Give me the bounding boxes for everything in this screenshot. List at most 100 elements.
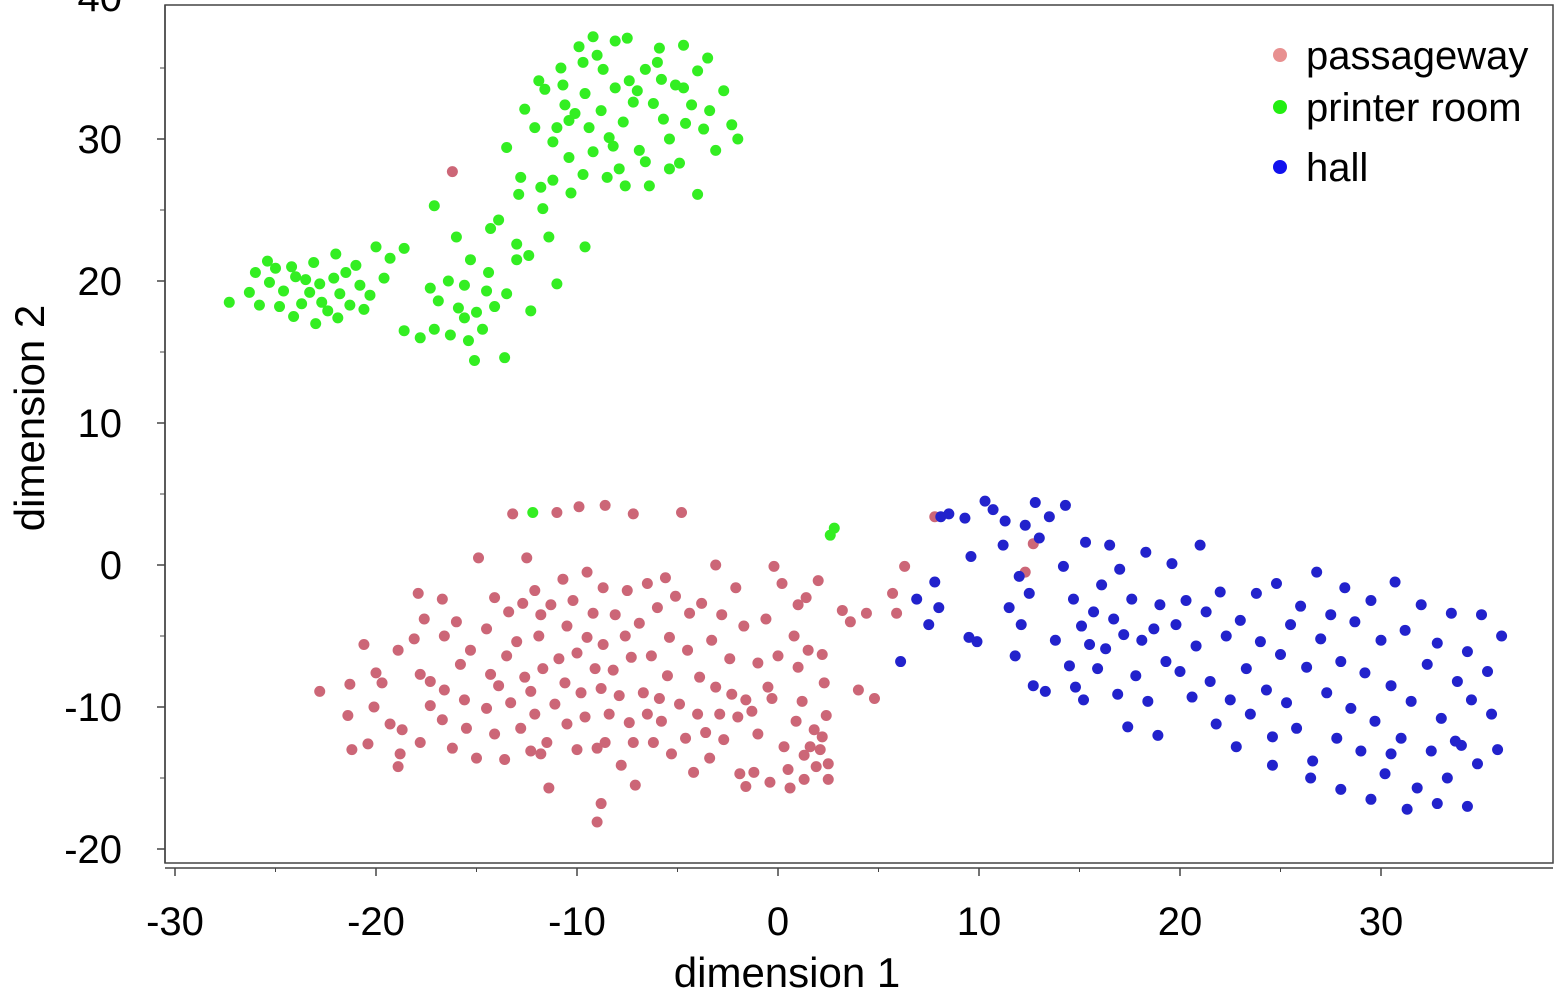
legend: passageway printer room hall (1273, 34, 1528, 190)
data-point (579, 711, 591, 723)
data-point (553, 653, 565, 665)
data-point (398, 242, 410, 254)
data-point (653, 42, 665, 54)
data-point (1461, 646, 1473, 658)
data-point (1118, 629, 1130, 641)
data-point (1180, 595, 1192, 606)
data-point (515, 171, 527, 183)
data-point (816, 731, 828, 743)
data-point (639, 63, 651, 75)
data-point (489, 728, 501, 740)
data-point (392, 761, 404, 773)
data-point (1395, 732, 1407, 744)
data-point (716, 609, 728, 621)
data-point (802, 644, 814, 656)
data-point (1013, 570, 1025, 582)
data-point (1234, 614, 1246, 626)
data-point (535, 181, 547, 193)
data-point (631, 85, 643, 97)
data-point (633, 144, 645, 156)
x-tick-label: 0 (767, 900, 789, 944)
data-point (607, 664, 619, 676)
data-point (1496, 630, 1508, 642)
data-point (408, 633, 420, 645)
data-point (1069, 681, 1081, 693)
data-point (310, 318, 322, 330)
data-point (587, 31, 599, 43)
data-point (1375, 634, 1387, 646)
data-point (603, 708, 615, 720)
data-point (1027, 680, 1039, 692)
data-point (477, 323, 489, 335)
data-point (820, 710, 832, 722)
data-point (288, 311, 300, 322)
data-point (619, 180, 631, 192)
legend-label: printer room (1306, 86, 1522, 130)
data-point (601, 171, 613, 183)
data-point (752, 728, 764, 740)
data-point (599, 737, 611, 748)
data-point (577, 169, 589, 180)
y-tick-label: -20 (64, 828, 122, 872)
data-point (1365, 595, 1377, 606)
data-point (571, 647, 583, 659)
data-point (1301, 661, 1313, 673)
data-point (414, 668, 426, 680)
data-point (597, 582, 609, 594)
data-point (1019, 519, 1031, 531)
data-point (1465, 694, 1477, 706)
data-point (641, 708, 653, 720)
data-point (501, 650, 513, 662)
data-point (623, 75, 635, 87)
x-axis: -30 -20 -10 0 10 20 30 (146, 867, 1553, 944)
data-point (471, 752, 482, 764)
data-point (1275, 648, 1286, 660)
data-point (559, 99, 571, 111)
data-point (1266, 759, 1278, 771)
data-point (680, 732, 692, 744)
data-point (678, 39, 690, 51)
data-point (818, 677, 830, 689)
data-point (702, 52, 714, 64)
legend-marker (1273, 48, 1287, 62)
data-point (621, 585, 633, 597)
data-point (868, 692, 880, 704)
data-point (1445, 607, 1457, 619)
data-point (1114, 563, 1126, 575)
data-point (330, 248, 342, 260)
data-point (350, 259, 362, 271)
data-point (1009, 650, 1021, 662)
data-point (822, 773, 834, 785)
data-point (551, 122, 563, 134)
data-point (730, 582, 742, 594)
data-point (551, 506, 563, 518)
data-point (746, 705, 758, 717)
data-point (458, 279, 470, 291)
data-point (1492, 744, 1504, 756)
data-point (597, 639, 609, 651)
data-point (597, 63, 609, 75)
data-point (543, 782, 555, 794)
data-point (1379, 768, 1391, 780)
data-point (314, 685, 326, 697)
data-point (665, 748, 677, 760)
data-point (263, 276, 275, 288)
data-point (1449, 735, 1461, 747)
data-point (808, 724, 820, 736)
data-point (724, 653, 736, 665)
data-point (987, 504, 999, 516)
data-point (674, 698, 686, 710)
data-point (732, 711, 744, 723)
data-point (647, 737, 659, 748)
data-point (1411, 782, 1423, 794)
data-point (651, 602, 663, 614)
data-point (551, 278, 563, 290)
data-point (1260, 684, 1272, 696)
data-point (621, 32, 633, 44)
data-point (581, 566, 593, 578)
data-point (438, 684, 450, 696)
data-point (557, 573, 569, 585)
data-point (1355, 745, 1367, 757)
data-point (657, 113, 669, 125)
